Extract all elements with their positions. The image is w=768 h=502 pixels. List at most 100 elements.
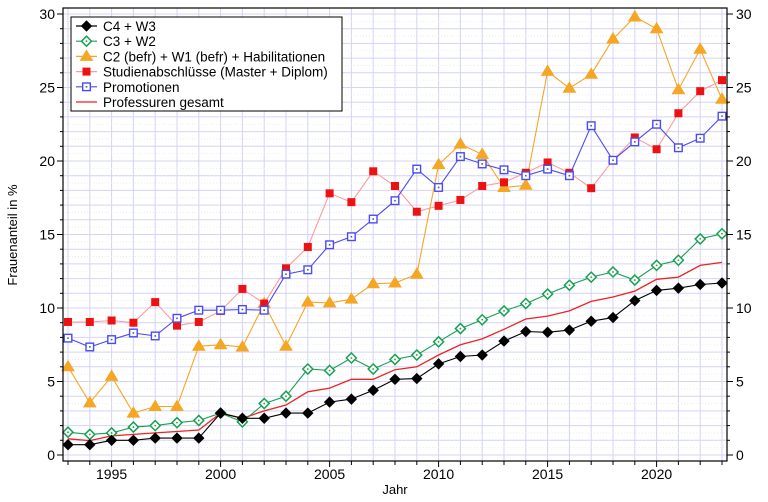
- legend-item: C2 (befr) + W1 (befr) + Habilitationen: [76, 49, 325, 64]
- data-point-diamond: [149, 432, 161, 444]
- data-point-square: [303, 242, 312, 251]
- data-point-triangle: [82, 395, 97, 408]
- legend-item: Professuren gesamt: [76, 95, 224, 110]
- data-point-triangle: [170, 399, 184, 411]
- x-tick-label: 2005: [314, 466, 345, 482]
- data-point-diamond: [694, 278, 706, 291]
- data-point-triangle: [453, 137, 468, 149]
- data-point-diamond: [563, 324, 576, 336]
- data-point-square: [674, 109, 683, 118]
- data-point-diamond: [62, 439, 74, 451]
- y-tick-label: 15: [39, 227, 55, 243]
- y-tick-label: 20: [39, 153, 55, 169]
- data-point-diamond: [280, 407, 292, 419]
- data-point-diamond: [80, 20, 93, 32]
- x-tick-label: 1995: [96, 466, 127, 482]
- data-point-square: [718, 76, 726, 85]
- legend-item: C4 + W3: [76, 19, 156, 34]
- data-point-square: [696, 87, 705, 96]
- y-tick-label: 0: [47, 447, 55, 463]
- legend-label: Studienabschlüsse (Master + Diplom): [103, 65, 328, 80]
- data-point-diamond: [650, 284, 663, 297]
- axes: 0 5 10 15 20 25 30 0 5 10 15 20 25 30 1995 2000 2005 2010…: [39, 6, 751, 482]
- data-point-diamond: [345, 393, 358, 405]
- data-point-triangle: [431, 157, 446, 170]
- legend-label: C4 + W3: [103, 19, 156, 34]
- x-tick-label: 2000: [205, 466, 236, 482]
- data-point-diamond: [411, 372, 423, 385]
- data-point-square: [85, 317, 94, 326]
- series-c3-w2: [61, 227, 729, 441]
- x-tick-label: 2010: [423, 466, 454, 482]
- data-point-square: [456, 195, 465, 204]
- data-point-triangle: [344, 292, 359, 304]
- data-point-diamond: [389, 373, 401, 386]
- data-point-diamond: [672, 282, 685, 294]
- data-point-diamond: [302, 407, 314, 419]
- data-point-square: [434, 201, 443, 210]
- data-point-triangle: [497, 180, 511, 192]
- data-point-triangle: [409, 267, 424, 279]
- data-point-triangle: [606, 32, 620, 44]
- data-point-square: [82, 67, 91, 76]
- data-point-triangle: [213, 337, 228, 350]
- legend-item: C3 + W2: [76, 34, 156, 49]
- data-point-square: [391, 181, 399, 190]
- data-point-square: [543, 158, 552, 167]
- data-point-diamond: [367, 384, 379, 397]
- y-tick-label-right: 30: [736, 6, 752, 22]
- x-tick-label: 2020: [641, 466, 672, 482]
- data-point-diamond: [105, 434, 118, 447]
- data-point-triangle: [627, 9, 642, 22]
- series-professuren-gesamt: [67, 261, 723, 442]
- data-point-diamond: [629, 294, 641, 307]
- data-point-square: [129, 318, 138, 327]
- data-point-diamond: [258, 412, 270, 424]
- data-point-diamond: [171, 432, 183, 444]
- data-point-diamond: [236, 412, 249, 424]
- y-tick-label-right: 10: [736, 300, 752, 316]
- data-point-triangle: [671, 82, 686, 95]
- data-point-triangle: [322, 295, 337, 308]
- data-point-diamond: [84, 439, 96, 451]
- data-point-square: [652, 145, 661, 154]
- data-point-triangle: [79, 49, 94, 61]
- legend-label: C3 + W2: [103, 34, 156, 49]
- data-point-square: [194, 317, 203, 326]
- y-tick-label: 5: [47, 374, 55, 390]
- data-point-triangle: [562, 81, 577, 93]
- data-point-triangle: [649, 21, 664, 34]
- y-tick-label-right: 15: [736, 227, 752, 243]
- data-series: [61, 9, 729, 451]
- data-point-triangle: [126, 406, 141, 418]
- y-tick-label: 25: [39, 80, 55, 96]
- series-promotionen: [63, 111, 727, 352]
- legend-label: Professuren gesamt: [103, 95, 224, 110]
- x-tick-label: 2015: [532, 466, 563, 482]
- data-point-triangle: [279, 339, 293, 351]
- data-point-diamond: [520, 325, 532, 338]
- data-point-square: [64, 317, 72, 326]
- series-line: [67, 261, 723, 442]
- data-point-diamond: [607, 311, 619, 324]
- series-c2-befr-w1-befr-habilitationen: [61, 9, 729, 418]
- y-tick-label-right: 25: [736, 80, 752, 96]
- data-point-square: [587, 184, 596, 193]
- data-point-square: [369, 167, 378, 176]
- data-point-triangle: [300, 295, 315, 307]
- data-point-square: [282, 264, 290, 273]
- legend-item: Studienabschlüsse (Master + Diplom): [76, 65, 328, 80]
- data-point-square: [238, 284, 247, 293]
- data-point-triangle: [518, 178, 533, 190]
- data-point-square: [151, 298, 160, 307]
- data-point-diamond: [716, 277, 728, 289]
- y-tick-label-right: 20: [736, 153, 752, 169]
- data-point-square: [347, 198, 356, 207]
- data-point-triangle: [61, 359, 75, 372]
- data-point-triangle: [388, 276, 402, 288]
- data-point-diamond: [214, 407, 227, 419]
- data-point-triangle: [584, 67, 599, 79]
- data-point-diamond: [476, 349, 488, 361]
